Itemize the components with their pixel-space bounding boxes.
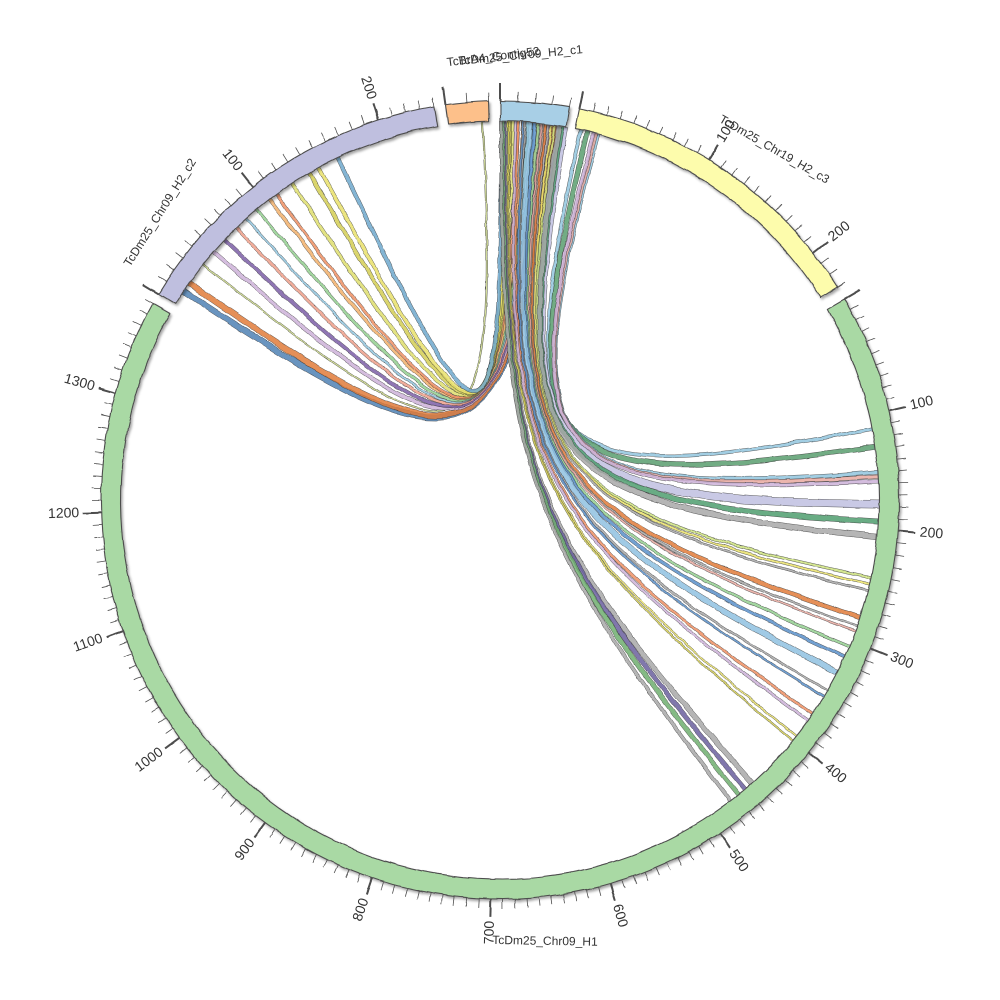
svg-text:200: 200 bbox=[919, 524, 944, 542]
svg-text:TcDm25_Chr09_H1: TcDm25_Chr09_H1 bbox=[492, 933, 598, 949]
svg-text:1200: 1200 bbox=[48, 504, 80, 521]
